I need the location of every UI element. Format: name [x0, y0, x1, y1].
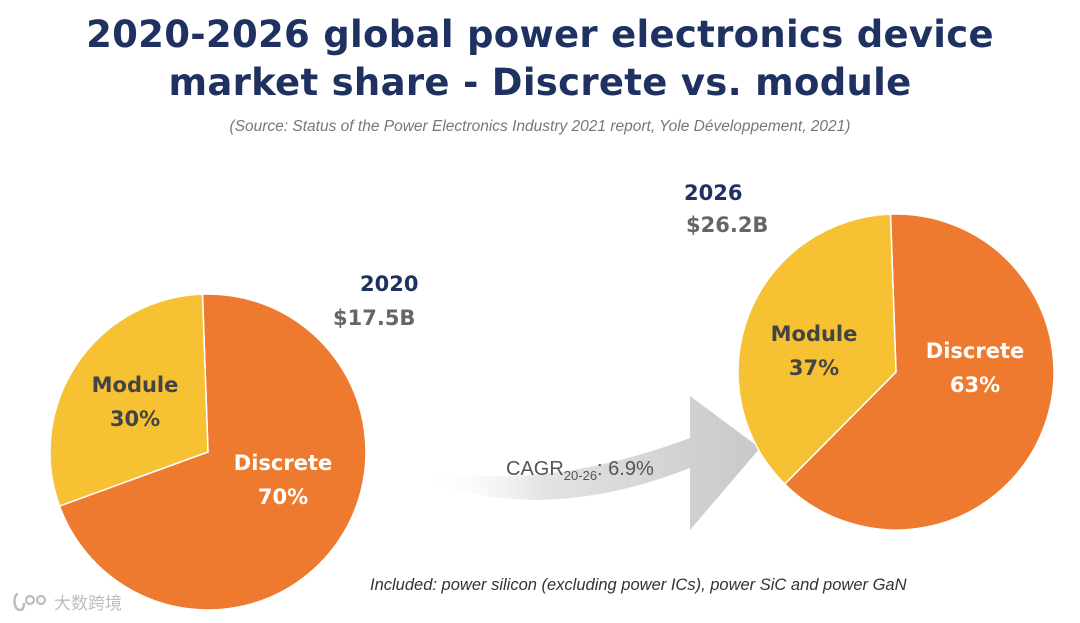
slice-name-discrete-2026: Discrete — [926, 339, 1024, 363]
slice-name-module-2020: Module — [92, 373, 179, 397]
slice-name-discrete-2020: Discrete — [234, 451, 332, 475]
slice-value-module-2026: 37% — [789, 356, 839, 380]
slice-name-module-2026: Module — [771, 322, 858, 346]
watermark-text: 大数跨境 — [54, 594, 122, 614]
pie-slice-discrete-2026 — [783, 213, 1055, 531]
slice-value-discrete-2020: 70% — [258, 485, 308, 509]
pie-slice-discrete-2020 — [58, 293, 367, 611]
pie-chart-2026: Module 37% Discrete 63% — [737, 213, 1055, 531]
source-citation: (Source: Status of the Power Electronics… — [229, 118, 851, 135]
year-label-2020: 2020 — [360, 272, 419, 296]
pie-slice-module-2026 — [737, 213, 897, 486]
cagr-label: CAGR20-26: 6.9% — [506, 458, 654, 483]
market-value-2020: $17.5B — [333, 306, 416, 330]
slice-value-module-2020: 30% — [110, 407, 160, 431]
chart-title-line-2: market share - Discrete vs. module — [168, 61, 912, 104]
pie-chart-2020: Module 30% Discrete 70% — [49, 293, 367, 611]
chart-title-line-1: 2020-2026 global power electronics devic… — [86, 13, 994, 56]
cagr-prefix: CAGR — [506, 458, 564, 480]
cagr-value: : 6.9% — [597, 458, 654, 480]
pie-slice-module-2020 — [49, 293, 209, 508]
year-label-2026: 2026 — [684, 181, 743, 205]
watermark-logo-icon — [13, 592, 47, 611]
watermark: 大数跨境 — [12, 589, 122, 614]
cagr-subscript: 20-26 — [563, 468, 598, 483]
footnote: Included: power silicon (excluding power… — [370, 576, 907, 594]
growth-arrow — [425, 396, 760, 530]
slice-value-discrete-2026: 63% — [950, 373, 1000, 397]
market-value-2026: $26.2B — [686, 213, 769, 237]
